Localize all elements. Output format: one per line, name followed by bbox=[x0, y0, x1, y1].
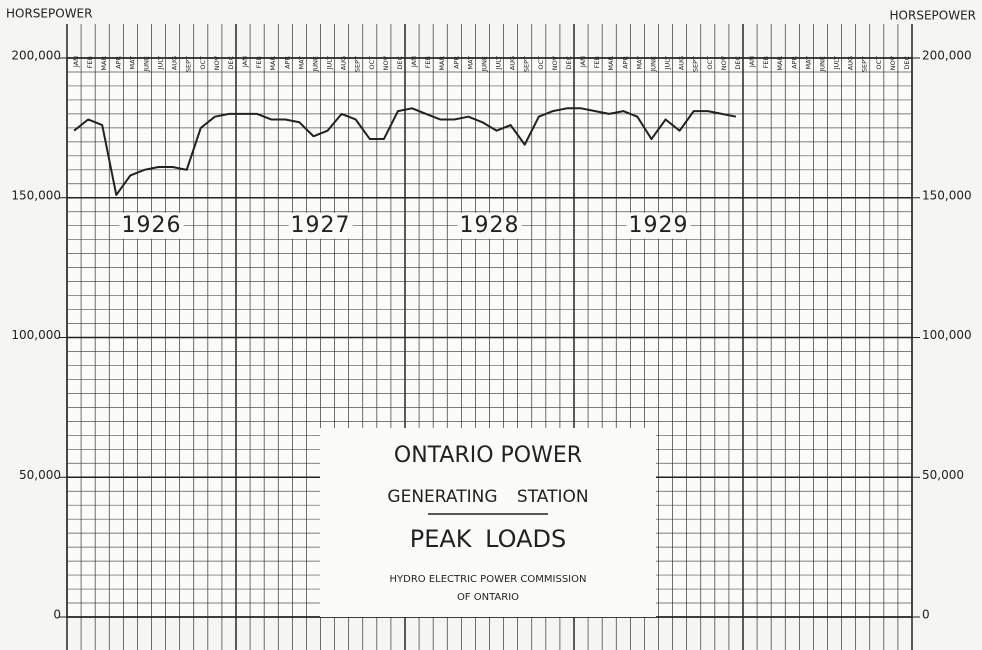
month-label-top: MAY bbox=[128, 56, 136, 70]
y-tick-label: 100,000 bbox=[11, 328, 61, 342]
year-label-bg bbox=[288, 212, 353, 239]
load-line bbox=[73, 107, 737, 196]
month-label-top: AUG bbox=[509, 56, 517, 70]
y2-tick-label: 50,000 bbox=[922, 468, 964, 482]
month-label-top: JAN bbox=[241, 56, 249, 68]
y-tick-label: 50,000 bbox=[19, 468, 61, 482]
month-label-top: JAN bbox=[748, 56, 756, 68]
month-label-top: MAY bbox=[297, 56, 305, 70]
month-label-top: JAN bbox=[72, 56, 80, 68]
month-label-top: MAR bbox=[776, 56, 784, 71]
month-label-top: OCT bbox=[537, 56, 545, 70]
month-label-top: DEC bbox=[396, 56, 404, 70]
y2-axis-label: HORSEPOWER bbox=[890, 9, 976, 23]
month-label-top: JUNE bbox=[311, 56, 319, 73]
month-label-top: NOV bbox=[889, 55, 897, 70]
month-label-top: FEB bbox=[255, 56, 263, 68]
y-tick-label: 0 bbox=[53, 608, 61, 622]
month-label-top: DEC bbox=[734, 56, 742, 70]
month-label-top: APR bbox=[621, 56, 629, 69]
month-label-top: APR bbox=[452, 56, 460, 69]
month-label-top: FEB bbox=[762, 56, 770, 68]
month-label-top: OCT bbox=[706, 56, 714, 70]
month-label-top: DEC bbox=[227, 56, 235, 70]
month-label-top: JULY bbox=[833, 56, 841, 70]
month-label-top: NOV bbox=[720, 55, 728, 70]
title-box bbox=[320, 428, 656, 617]
month-label-top: JULY bbox=[495, 56, 503, 70]
month-label-top: SEPT bbox=[523, 56, 531, 72]
month-label-top: AUG bbox=[678, 56, 686, 70]
month-label-top: FEB bbox=[86, 56, 94, 68]
month-label-top: JULY bbox=[326, 56, 334, 70]
year-label: 1927 bbox=[291, 213, 351, 238]
month-label-top: MAR bbox=[438, 56, 446, 71]
month-label-top: OCT bbox=[368, 56, 376, 70]
y-axis-label: HORSEPOWER bbox=[6, 7, 92, 21]
y2-tick-label: 150,000 bbox=[922, 188, 972, 202]
month-label-top: NOV bbox=[382, 55, 390, 70]
month-label-top: JAN bbox=[410, 56, 418, 68]
year-label-bg bbox=[119, 212, 184, 239]
y2-tick-label: 100,000 bbox=[922, 328, 972, 342]
year-label: 1926 bbox=[122, 213, 182, 238]
month-label-top: DEC bbox=[903, 56, 911, 70]
month-label-top: MAR bbox=[607, 56, 615, 71]
month-label-top: NOV bbox=[213, 55, 221, 70]
month-label-top: NOV bbox=[551, 55, 559, 70]
year-label-bg bbox=[626, 212, 691, 239]
year-label: 1929 bbox=[629, 213, 689, 238]
month-label-top: AUG bbox=[340, 56, 348, 70]
source: HYDRO ELECTRIC POWER COMMISSION bbox=[390, 574, 587, 585]
y-tick-label: 150,000 bbox=[11, 188, 61, 202]
month-label-top: APR bbox=[283, 56, 291, 69]
subtitle: GENERATING STATION bbox=[387, 487, 588, 507]
y-tick-label: 200,000 bbox=[11, 49, 61, 63]
month-label-top: MAY bbox=[635, 56, 643, 70]
year-label-bg bbox=[457, 212, 522, 239]
month-label-top: SEPT bbox=[692, 56, 700, 72]
month-label-top: JAN bbox=[579, 56, 587, 68]
y2-tick-label: 200,000 bbox=[922, 49, 972, 63]
month-label-top: SEPT bbox=[185, 56, 193, 72]
year-label: 1928 bbox=[460, 213, 520, 238]
month-label-top: MAR bbox=[269, 56, 277, 71]
month-label-top: APR bbox=[790, 56, 798, 69]
month-label-top: JULY bbox=[157, 56, 165, 70]
month-label-top: AUG bbox=[171, 56, 179, 70]
source: OF ONTARIO bbox=[457, 592, 519, 603]
month-label-top: DEC bbox=[565, 56, 573, 70]
month-label-top: OCT bbox=[875, 56, 883, 70]
month-label-top: JUNE bbox=[480, 56, 488, 73]
month-label-top: SEPT bbox=[354, 56, 362, 72]
month-label-top: MAY bbox=[466, 56, 474, 70]
month-label-top: MAY bbox=[804, 56, 812, 70]
title: ONTARIO POWER bbox=[394, 443, 582, 468]
month-label-top: APR bbox=[114, 56, 122, 69]
month-label-top: SEPT bbox=[861, 56, 869, 72]
heading: PEAK LOADS bbox=[410, 525, 567, 553]
month-label-top: MAR bbox=[100, 56, 108, 71]
month-label-top: OCT bbox=[199, 56, 207, 70]
month-label-top: FEB bbox=[424, 56, 432, 68]
y2-tick-label: 0 bbox=[922, 608, 930, 622]
month-label-top: JUNE bbox=[818, 56, 826, 73]
month-label-top: JUNE bbox=[649, 56, 657, 73]
month-label-top: FEB bbox=[593, 56, 601, 68]
month-label-top: JULY bbox=[664, 56, 672, 70]
month-label-top: AUG bbox=[847, 56, 855, 70]
month-label-top: JUNE bbox=[142, 56, 150, 73]
